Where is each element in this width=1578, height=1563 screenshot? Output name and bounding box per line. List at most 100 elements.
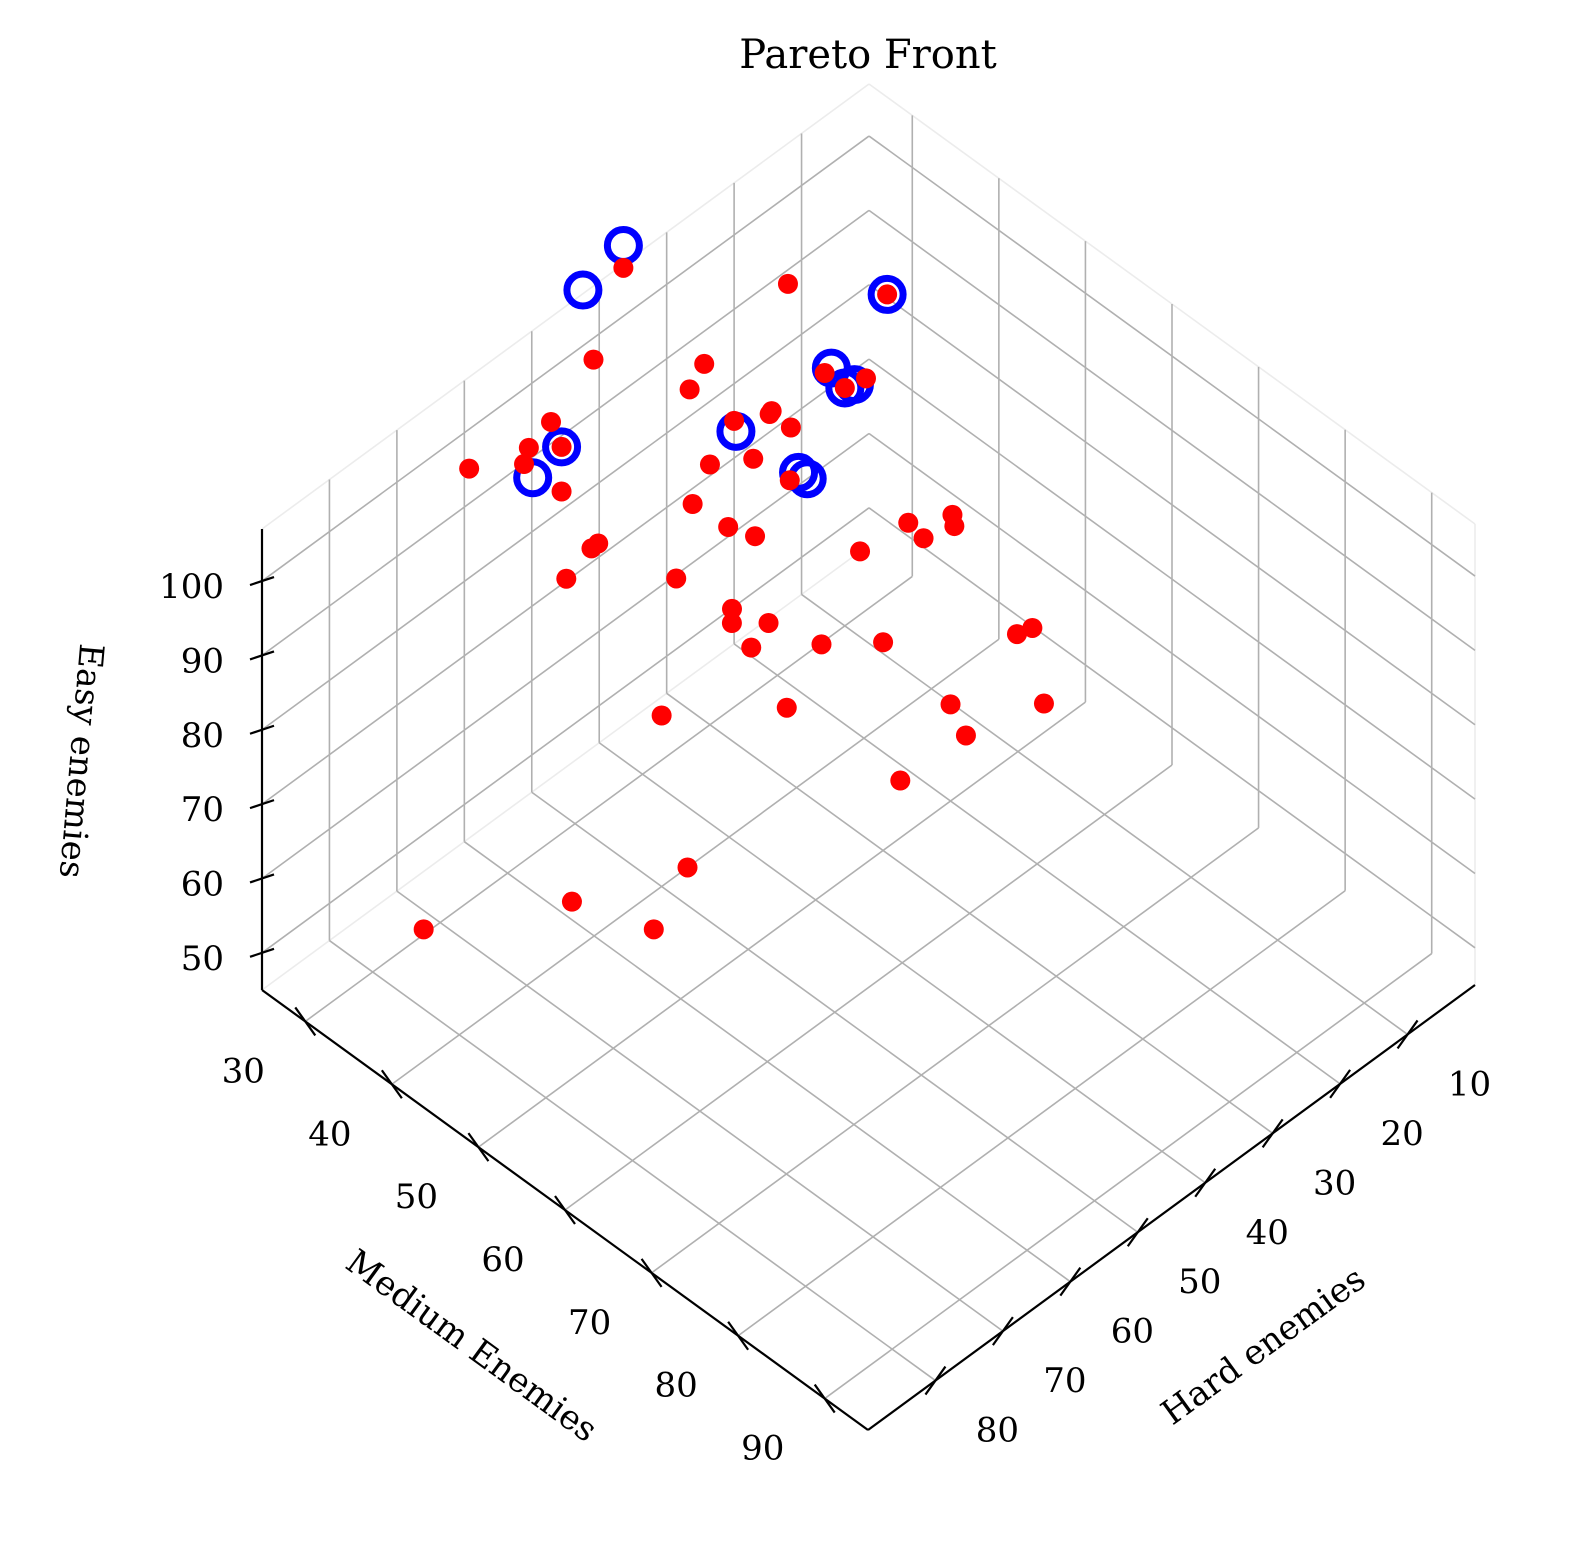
- data-point: [694, 353, 715, 374]
- gridline-z: [261, 135, 870, 582]
- data-point: [741, 637, 762, 658]
- data-point: [1006, 624, 1027, 645]
- data-point: [666, 568, 687, 589]
- data-point: [721, 613, 742, 634]
- gridline-z: [868, 284, 1476, 726]
- axis-lines: [249, 529, 1476, 1431]
- y-tick-label: 60: [481, 1240, 524, 1280]
- gridline-z: [868, 432, 1476, 875]
- data-point: [699, 454, 720, 475]
- y-tick-mark: [294, 1006, 317, 1037]
- gridline-y: [651, 827, 1260, 1274]
- data-point: [944, 516, 965, 537]
- data-point: [811, 634, 832, 655]
- data-point: [613, 257, 634, 278]
- z-tick-label: 80: [181, 716, 224, 756]
- y-tick-label: 70: [568, 1303, 611, 1343]
- gridline-z: [261, 432, 870, 880]
- data-point: [677, 857, 698, 878]
- x-tick-mark: [1194, 1168, 1217, 1198]
- data-point: [758, 612, 779, 633]
- z-tick-label: 70: [181, 790, 224, 830]
- gridline-y: [477, 701, 1086, 1148]
- y-axis-label: Medium Enemies: [338, 1242, 604, 1451]
- y-tick-mark: [640, 1258, 663, 1288]
- y-tick-label: 50: [395, 1177, 438, 1217]
- pane-edge: [261, 83, 870, 530]
- gridline-z: [868, 135, 1476, 577]
- x-tick-mark: [1396, 1019, 1419, 1050]
- y-tick-label: 80: [655, 1366, 698, 1406]
- y-tick-mark: [380, 1069, 403, 1099]
- z-tick-mark: [249, 724, 275, 735]
- x-tick-mark: [1126, 1217, 1149, 1247]
- z-tick-mark: [249, 650, 275, 661]
- x-tick-label: 50: [1178, 1262, 1221, 1302]
- gridline-z: [868, 358, 1476, 800]
- data-point: [682, 493, 703, 514]
- data-point: [643, 919, 664, 940]
- gridline-z: [261, 507, 870, 954]
- z-tick-label: 60: [181, 864, 224, 904]
- data-point: [583, 349, 604, 370]
- pane-edge: [261, 544, 870, 991]
- data-point: [1022, 617, 1043, 638]
- z-axis-label: Easy enemies: [51, 642, 111, 880]
- data-point: [834, 377, 855, 398]
- pareto-point: [542, 427, 582, 467]
- tick-labels: 30 40 50 60 70 80 90 10 20 30 40 50 60 70 80 50 60 70 80 90…: [159, 567, 1491, 1469]
- data-point: [718, 516, 739, 537]
- data-point: [551, 481, 572, 502]
- gridline-z: [261, 284, 870, 731]
- data-point: [780, 417, 801, 438]
- scatter-points: [413, 226, 1054, 940]
- data-point: [561, 891, 582, 912]
- z-tick-label: 90: [181, 641, 224, 681]
- y-tick-label: 90: [741, 1429, 784, 1469]
- data-point: [877, 284, 898, 305]
- data-point: [779, 470, 800, 491]
- gridline-y: [737, 890, 1346, 1337]
- x-tick-mark: [991, 1316, 1014, 1346]
- data-point: [518, 437, 539, 458]
- gridline-z: [868, 209, 1476, 652]
- x-axis-line: [867, 984, 1476, 1431]
- data-point: [940, 694, 961, 715]
- data-point: [743, 448, 764, 469]
- x-tick-label: 10: [1448, 1064, 1491, 1104]
- z-tick-mark: [249, 947, 275, 958]
- gridline-y: [564, 764, 1173, 1211]
- x-tick-mark: [1059, 1267, 1082, 1297]
- x-tick-mark: [1329, 1069, 1352, 1099]
- data-point: [724, 410, 745, 431]
- data-point: [913, 528, 934, 549]
- data-point: [679, 379, 700, 400]
- x-tick-label: 80: [976, 1411, 1019, 1451]
- y-tick-label: 30: [222, 1051, 265, 1091]
- x-tick-mark: [1261, 1118, 1284, 1148]
- data-point: [514, 454, 535, 475]
- data-point: [721, 598, 742, 619]
- data-point: [541, 411, 562, 432]
- pareto-point: [867, 274, 907, 314]
- chart-title: Pareto Front: [739, 32, 996, 78]
- x-tick-mark: [924, 1365, 947, 1396]
- data-point: [776, 697, 797, 718]
- data-point: [777, 273, 798, 294]
- z-tick-mark: [249, 799, 275, 810]
- x-tick-label: 30: [1313, 1163, 1356, 1203]
- data-point: [459, 458, 480, 479]
- data-point: [873, 632, 894, 653]
- data-point: [551, 436, 572, 457]
- gridlines: [261, 115, 1476, 1400]
- data-point: [556, 568, 577, 589]
- y-tick-mark: [467, 1132, 490, 1162]
- data-point: [651, 705, 672, 726]
- data-point: [1033, 693, 1054, 714]
- data-point: [745, 526, 766, 547]
- y-tick-mark: [727, 1321, 750, 1351]
- x-tick-label: 20: [1380, 1114, 1423, 1154]
- data-point: [855, 368, 876, 389]
- data-point: [898, 512, 919, 533]
